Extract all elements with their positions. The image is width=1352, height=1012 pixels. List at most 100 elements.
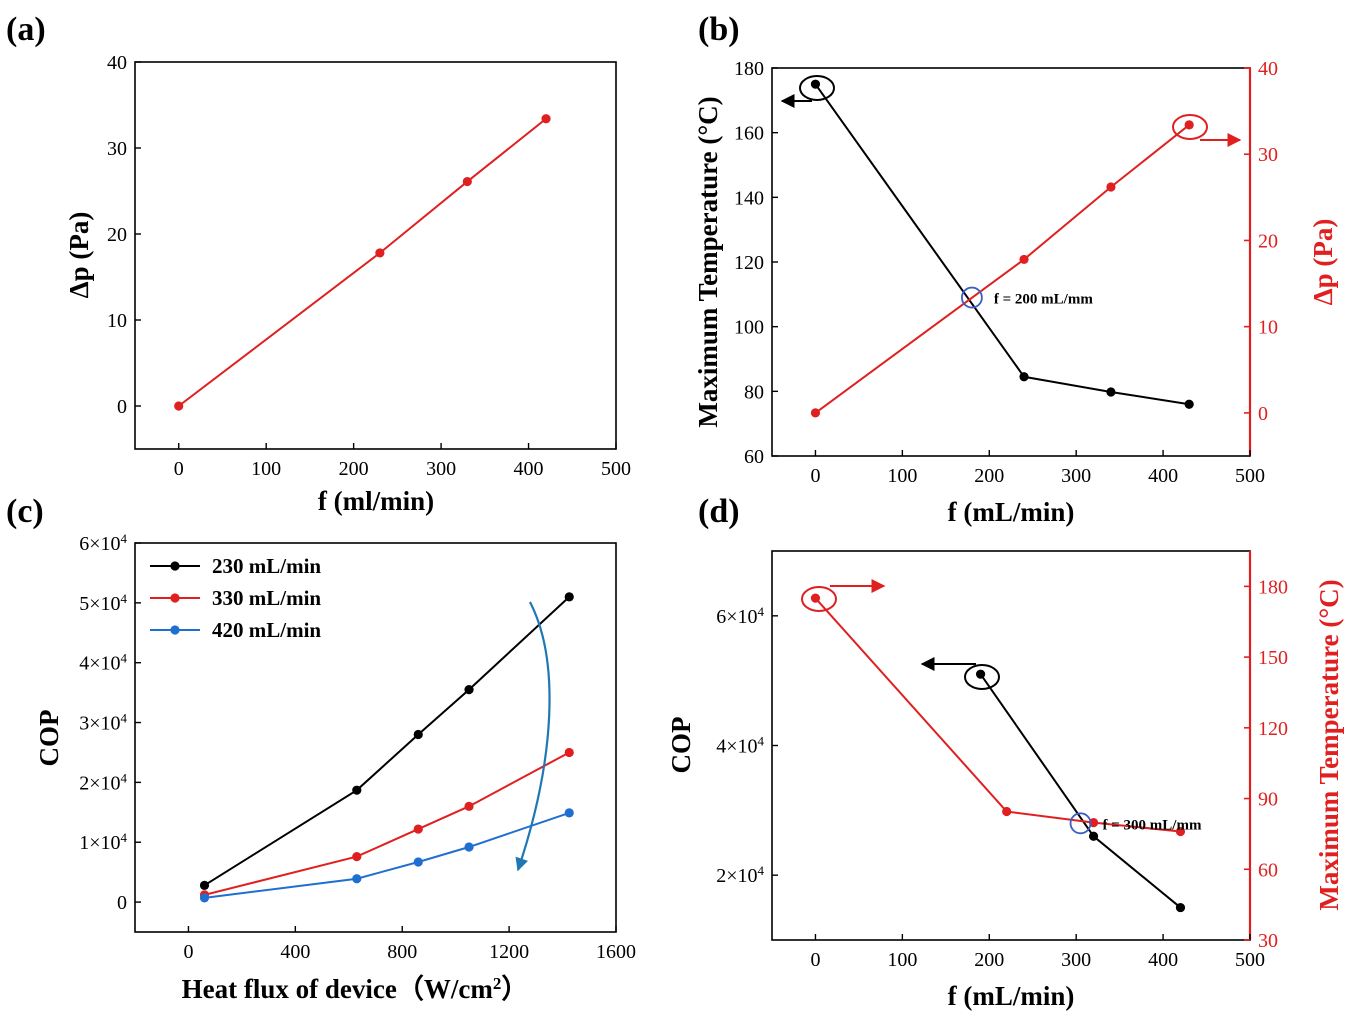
y2-tick-label: 20 — [1258, 230, 1278, 252]
series-line — [814, 83, 1190, 406]
x-tick-label: 400 — [514, 458, 544, 480]
y-tick-label: 120 — [734, 252, 764, 274]
data-point — [1019, 254, 1029, 265]
panel-a-lines — [178, 117, 547, 407]
legend-label: 420 mL/min — [212, 618, 321, 642]
data-point — [375, 248, 385, 258]
data-point — [1088, 831, 1099, 841]
y-tick-base: 4×10 — [79, 653, 120, 675]
panel-c-x-label: Heat flux of device（W/cm2） — [182, 974, 529, 1005]
y-tick-label: 30 — [107, 138, 127, 160]
x-tick-label: 1600 — [596, 941, 636, 963]
panel-d-y-label: COP — [666, 717, 696, 774]
y-tick-exponent: 4 — [121, 770, 128, 785]
x-tick-label: 800 — [387, 941, 417, 963]
y2-tick-label: 30 — [1258, 144, 1278, 166]
y-tick-base: 2×10 — [79, 772, 120, 794]
data-point — [352, 851, 362, 862]
y-tick-exponent: 4 — [758, 603, 765, 618]
y-tick-label: 0 — [117, 892, 127, 914]
y-tick-label: 100 — [734, 317, 764, 339]
x-tick-label: 300 — [1061, 949, 1091, 971]
y-tick-base: 5×10 — [79, 593, 120, 615]
x-tick-label: 500 — [1235, 949, 1265, 971]
panel-c-frame — [134, 542, 617, 933]
intersection-circle-marker — [1069, 812, 1092, 835]
legend-swatch-point — [170, 625, 180, 635]
data-point — [1184, 399, 1194, 409]
y-tick-label: 60 — [744, 446, 764, 468]
data-point — [1175, 902, 1186, 913]
panel-d-y2-label: Maximum Temperature (°C) — [1314, 579, 1344, 910]
x-tick-label: 0 — [174, 458, 184, 480]
x-tick-label: 100 — [887, 465, 917, 487]
panel-b-x-label: f (mL/min) — [948, 497, 1075, 527]
x-tick-label: 200 — [339, 458, 369, 480]
panel-b-lines — [814, 83, 1190, 414]
data-point — [810, 79, 821, 89]
legend-swatch-point — [170, 561, 180, 571]
series-line — [979, 673, 1182, 909]
y-tick-base: 6×10 — [716, 606, 757, 628]
data-point — [199, 893, 210, 903]
y-tick-exponent: 4 — [121, 590, 128, 605]
data-point — [413, 824, 423, 834]
data-point — [810, 408, 821, 418]
panel-d-y2-ticks: 30 60 90 120 150 180 — [1244, 576, 1288, 952]
y-tick-label: 6×104 — [716, 603, 764, 628]
y2-tick-label: 30 — [1258, 930, 1278, 952]
x-tick-label: 400 — [1148, 949, 1178, 971]
panel-d-frame — [771, 550, 1251, 941]
series-line — [204, 811, 570, 899]
panel-a-x-label: f (ml/min) — [318, 486, 434, 516]
panel-a-y-ticks: 0 10 20 30 40 — [107, 52, 141, 418]
panel-a-x-ticks: 0 100 200 300 400 500 — [174, 443, 631, 480]
x-tick-label: 1200 — [489, 941, 529, 963]
panel-d-x-label: f (mL/min) — [948, 981, 1075, 1011]
y-tick-label: 4×104 — [79, 650, 127, 675]
intersection-circle-marker — [960, 286, 983, 309]
data-point — [564, 592, 574, 602]
x-tick-label: 400 — [1148, 465, 1178, 487]
y-tick-label: 80 — [744, 381, 764, 403]
annotation-label: f = 200 mL/mm — [994, 292, 1093, 308]
series-line — [814, 597, 1181, 833]
x-tick-label: 100 — [251, 458, 281, 480]
panel-c-lines — [203, 596, 570, 899]
y-tick-label: 2×104 — [716, 863, 764, 888]
panel-d-x-ticks: 0 100 200 300 400 500 — [810, 934, 1265, 971]
panel-b-y2-ticks: 0 10 20 30 40 — [1244, 58, 1278, 425]
panel-b-black-circle-marker — [799, 75, 835, 101]
y-tick-label: 2×104 — [79, 770, 127, 795]
panel-b-label: (b) — [698, 11, 740, 48]
y2-tick-label: 150 — [1258, 647, 1288, 669]
y-tick-exponent: 4 — [758, 863, 765, 878]
panel-b-y2-label: Δp (Pa) — [1308, 219, 1338, 306]
panel-c-x-ticks: 0 400 800 1200 1600 — [183, 926, 636, 963]
panel-b-frame — [771, 67, 1251, 457]
data-point — [413, 729, 423, 740]
data-point — [352, 874, 362, 884]
y-tick-label: 3×104 — [79, 710, 127, 735]
x-tick-label: 300 — [426, 458, 456, 480]
y-tick-exponent: 4 — [758, 733, 765, 748]
data-point — [462, 176, 472, 187]
panel-b-red-circle-marker — [1172, 114, 1208, 140]
panel-c: (c) 0 400 800 1200 1600 01×1042×1043×1044×10… — [6, 493, 636, 1004]
panel-a-y-label: Δp (Pa) — [64, 212, 94, 299]
data-point — [464, 842, 474, 852]
y-tick-base: 6×10 — [79, 533, 120, 555]
panel-b-y-label: Maximum Temperature (°C) — [693, 96, 723, 427]
y2-tick-label: 120 — [1258, 718, 1288, 740]
y-tick-label: 140 — [734, 187, 764, 209]
data-point — [1175, 826, 1186, 837]
annotation-label: f = 300 mL/mm — [1103, 817, 1202, 833]
data-point — [564, 747, 574, 758]
y-tick-base: 1×10 — [79, 832, 120, 854]
panel-c-legend: 230 mL/min 330 mL/min 420 mL/min — [150, 554, 321, 642]
y2-tick-label: 10 — [1258, 317, 1278, 339]
data-point — [1019, 372, 1029, 382]
y-tick-label: 40 — [107, 52, 127, 74]
